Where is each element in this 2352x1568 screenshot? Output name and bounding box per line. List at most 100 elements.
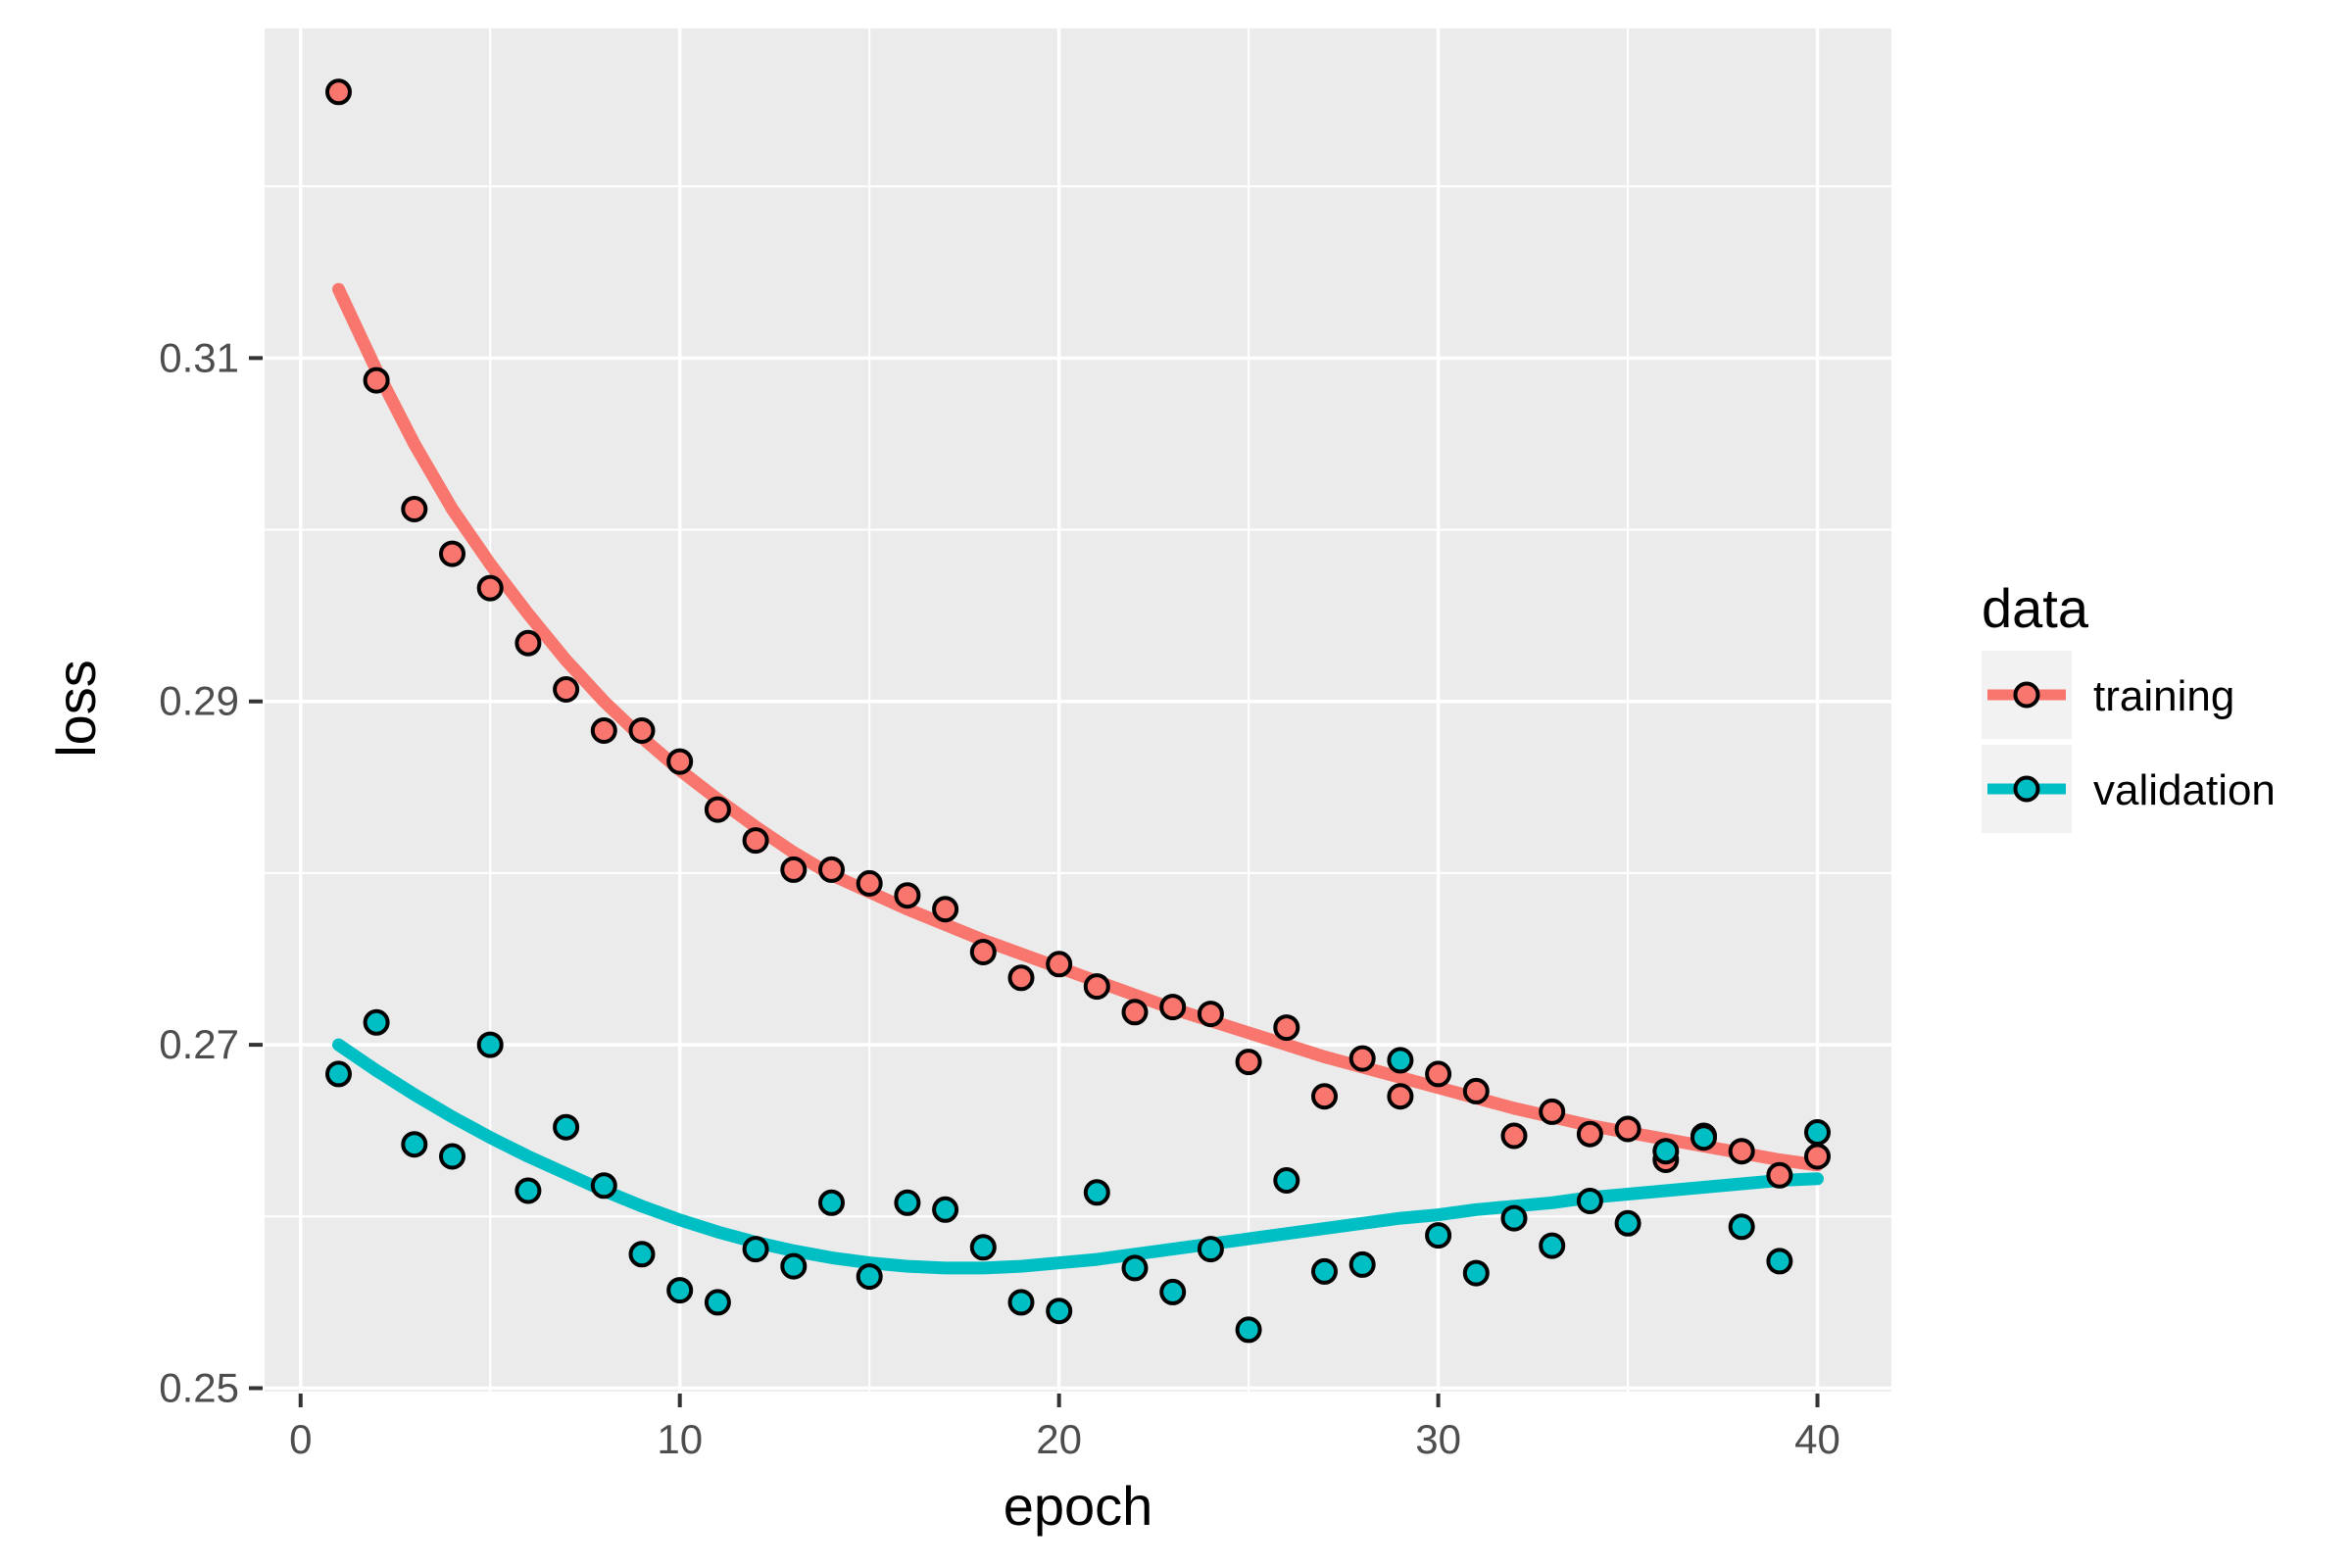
training-point — [1273, 1014, 1300, 1042]
x-tick-label: 0 — [289, 1416, 312, 1462]
training-point — [1083, 973, 1110, 1001]
legend-key-point — [2013, 681, 2040, 709]
validation-point — [1539, 1232, 1566, 1259]
x-axis-title: epoch — [1004, 1475, 1153, 1537]
training-point — [628, 717, 656, 744]
validation-smooth-line — [332, 1038, 1824, 1275]
validation-point — [401, 1131, 428, 1158]
validation-point — [780, 1252, 808, 1280]
validation-point — [1576, 1188, 1603, 1214]
legend-label-training: training — [2093, 672, 2234, 720]
training-point — [1539, 1098, 1566, 1125]
training-point — [1235, 1049, 1262, 1076]
validation-point — [1197, 1236, 1224, 1263]
validation-point — [666, 1277, 694, 1304]
y-tick-label: 0.25 — [159, 1364, 239, 1410]
validation-point — [1425, 1222, 1452, 1250]
validation-point — [1348, 1250, 1376, 1278]
training-point — [1766, 1161, 1793, 1189]
validation-point — [1121, 1254, 1149, 1282]
training-point — [969, 939, 997, 965]
training-point — [1197, 1001, 1224, 1028]
validation-point — [1652, 1138, 1680, 1165]
y-tick-label: 0.29 — [159, 678, 239, 724]
training-point — [1425, 1060, 1452, 1088]
training-point — [476, 574, 504, 602]
validation-point — [1728, 1213, 1755, 1241]
validation-point — [363, 1008, 390, 1036]
y-tick-label: 0.27 — [159, 1021, 239, 1067]
training-point — [742, 827, 769, 855]
validation-point — [1007, 1289, 1035, 1316]
axis-ticks — [249, 356, 1820, 1407]
training-point — [780, 856, 808, 883]
training-point — [1121, 999, 1149, 1026]
training-points — [325, 78, 1831, 1189]
training-point — [590, 717, 617, 744]
validation-point — [1159, 1278, 1187, 1305]
training-point — [1046, 951, 1073, 978]
training-point — [932, 896, 959, 923]
validation-points — [325, 1008, 1831, 1344]
x-tick-label: 10 — [657, 1416, 703, 1462]
training-smooth-line — [332, 282, 1824, 1172]
training-point — [401, 496, 428, 522]
validation-point — [325, 1060, 352, 1088]
validation-point — [894, 1189, 921, 1216]
x-tick-label: 30 — [1415, 1416, 1461, 1462]
training-point — [1387, 1083, 1414, 1110]
validation-point — [1690, 1124, 1717, 1152]
validation-point — [1083, 1179, 1110, 1206]
training-point — [1614, 1115, 1642, 1143]
validation-point — [553, 1113, 580, 1141]
training-point — [1804, 1143, 1831, 1170]
validation-point — [704, 1289, 731, 1316]
training-point — [1311, 1083, 1338, 1110]
training-point — [1576, 1120, 1603, 1148]
validation-point — [1311, 1257, 1338, 1285]
validation-point — [1614, 1209, 1642, 1237]
training-point — [514, 629, 542, 657]
training-point — [1159, 994, 1187, 1021]
legend-key-point — [2013, 775, 2040, 803]
validation-point — [1500, 1204, 1528, 1232]
validation-point — [1046, 1298, 1073, 1325]
y-axis-title: loss — [45, 660, 107, 758]
legend-title: data — [1982, 577, 2089, 639]
x-tick-label: 40 — [1794, 1416, 1840, 1462]
training-point — [1728, 1138, 1755, 1165]
legend-label-validation: validation — [2093, 766, 2276, 814]
validation-point — [818, 1189, 845, 1216]
validation-point — [1235, 1316, 1262, 1344]
validation-point — [476, 1031, 504, 1058]
training-point — [439, 540, 466, 567]
training-point — [1500, 1122, 1528, 1150]
training-point — [553, 676, 580, 703]
validation-point — [1273, 1167, 1300, 1194]
validation-point — [742, 1236, 769, 1263]
validation-point — [856, 1263, 883, 1291]
training-point — [894, 882, 921, 909]
training-point — [856, 869, 883, 897]
training-point — [363, 367, 390, 394]
training-point — [818, 856, 845, 883]
x-tick-label: 20 — [1036, 1416, 1082, 1462]
gridlines-minor — [265, 28, 1891, 1392]
validation-point — [628, 1241, 656, 1268]
validation-point — [1766, 1248, 1793, 1275]
legend — [1982, 651, 2072, 833]
y-tick-label: 0.31 — [159, 334, 239, 380]
validation-point — [1387, 1047, 1414, 1074]
validation-point — [969, 1234, 997, 1261]
training-point — [704, 796, 731, 823]
training-point — [1007, 964, 1035, 992]
validation-point — [1804, 1119, 1831, 1146]
validation-point — [514, 1177, 542, 1204]
axis-tick-labels: 0 10 20 30 40 0.25 0.27 0.29 0.31 — [159, 334, 1840, 1462]
gridlines-major — [265, 28, 1891, 1392]
training-point — [666, 748, 694, 775]
validation-point — [439, 1143, 466, 1170]
training-point — [1462, 1077, 1490, 1104]
